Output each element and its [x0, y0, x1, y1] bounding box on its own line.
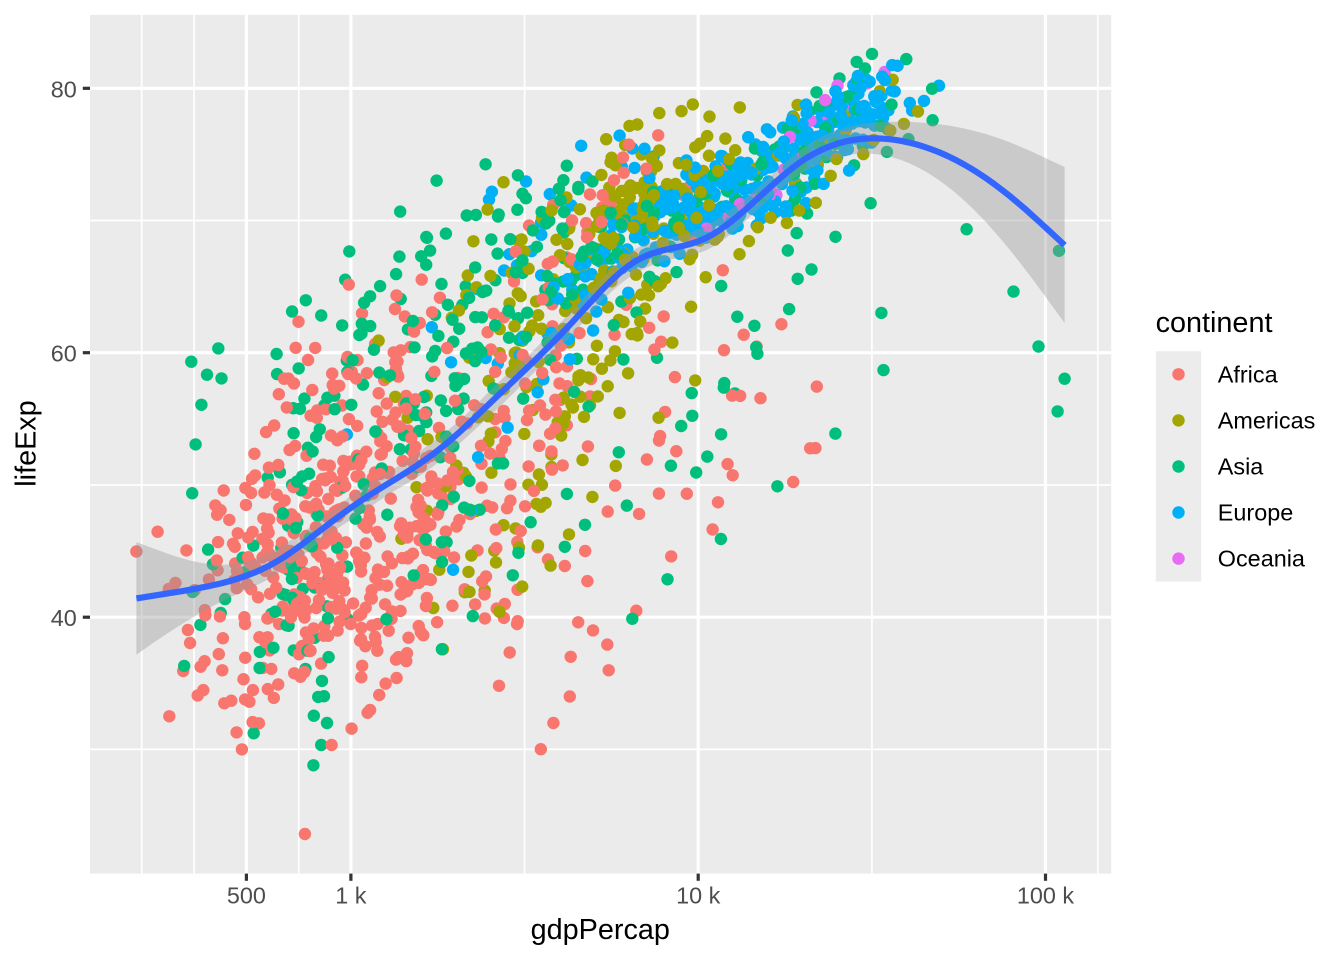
svg-text:Americas: Americas	[1218, 408, 1315, 434]
svg-text:Oceania: Oceania	[1218, 546, 1306, 572]
svg-text:lifeExp: lifeExp	[11, 400, 43, 486]
svg-text:1 k: 1 k	[335, 883, 367, 909]
svg-text:40: 40	[51, 605, 77, 631]
svg-text:60: 60	[51, 341, 77, 367]
svg-text:Asia: Asia	[1218, 454, 1264, 480]
svg-text:500: 500	[227, 883, 266, 909]
svg-text:100 k: 100 k	[1017, 883, 1075, 909]
svg-text:gdpPercap: gdpPercap	[531, 914, 670, 946]
svg-text:Africa: Africa	[1218, 361, 1279, 387]
svg-text:Europe: Europe	[1218, 500, 1293, 526]
svg-text:80: 80	[51, 76, 77, 102]
svg-text:10 k: 10 k	[676, 883, 721, 909]
svg-text:continent: continent	[1156, 307, 1273, 339]
